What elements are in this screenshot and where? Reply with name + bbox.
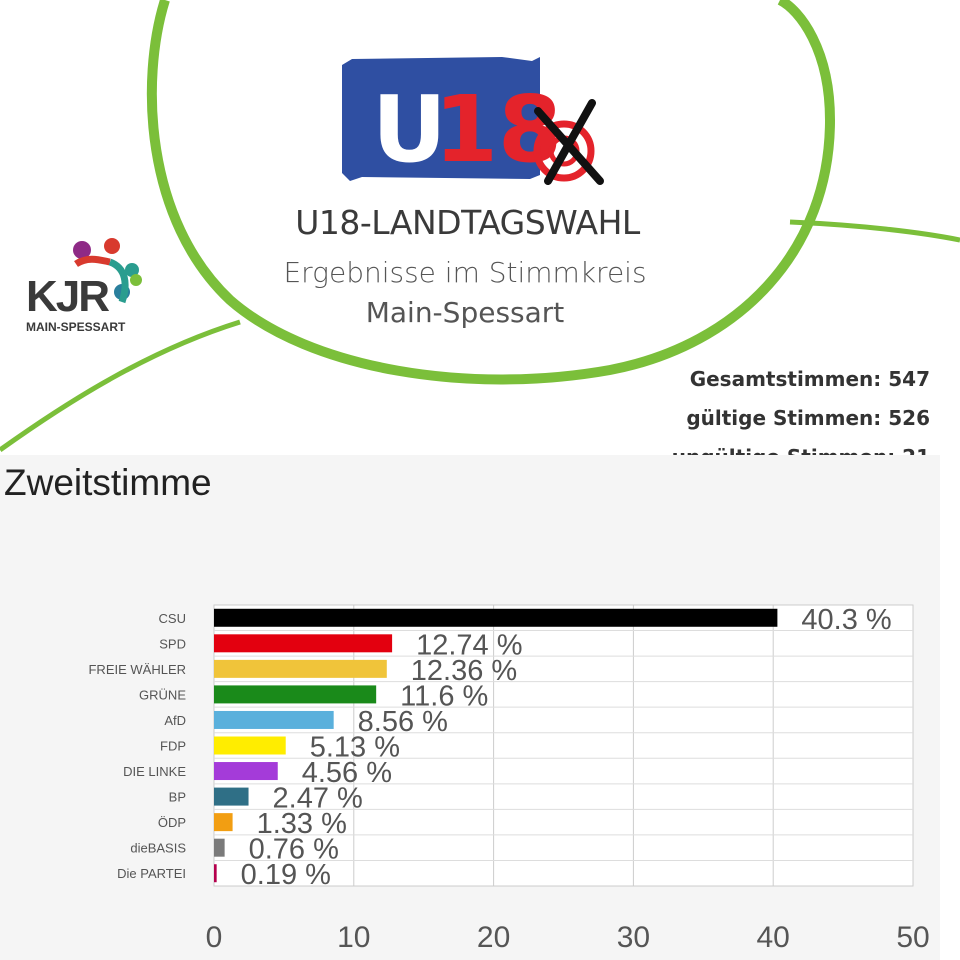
total-votes: Gesamtstimmen: 547 xyxy=(689,367,930,391)
bar-chart: 0 10 20 30 40 50 CSU 40.3 % SPD 12.74 % FREIE WÄHL… xyxy=(88,604,929,954)
kjr-region: MAIN-SPESSART xyxy=(26,320,126,334)
kjr-people-logo-icon xyxy=(73,238,142,304)
page-title: U18-LANDTAGSWAHL xyxy=(295,203,640,242)
data-label: 4.56 % xyxy=(302,757,392,789)
data-label: 0.19 % xyxy=(241,859,331,891)
category-label: dieBASIS xyxy=(130,841,186,856)
x-tick-label: 40 xyxy=(757,921,790,954)
bar-fdp xyxy=(214,736,286,755)
left-curve-line xyxy=(0,319,241,453)
x-tick-label: 50 xyxy=(896,921,929,954)
data-label: 8.56 % xyxy=(358,706,448,738)
bar-die-linke xyxy=(214,762,278,781)
bar-bp xyxy=(214,787,249,806)
category-label: FDP xyxy=(160,739,186,754)
ballot-circle-icon xyxy=(533,120,595,182)
x-tick-label: 0 xyxy=(206,921,223,954)
data-label: 1.33 % xyxy=(257,808,347,840)
u18-logo-u: U xyxy=(372,76,447,183)
bar-grüne xyxy=(214,685,377,704)
data-label: 5.13 % xyxy=(310,732,400,764)
category-label: FREIE WÄHLER xyxy=(88,662,186,677)
category-label: ÖDP xyxy=(158,815,186,830)
chart-title: Zweitstimme xyxy=(4,462,212,503)
data-label: 0.76 % xyxy=(249,834,339,866)
category-label: DIE LINKE xyxy=(123,764,186,779)
right-curve-line xyxy=(789,219,960,243)
u18-logo: U 18 xyxy=(342,57,604,185)
valid-votes: gültige Stimmen: 526 xyxy=(686,406,930,430)
bar-die-partei xyxy=(214,864,217,883)
x-tick-label: 10 xyxy=(337,921,370,954)
category-label: BP xyxy=(169,790,186,805)
bar-afd xyxy=(214,710,334,729)
category-label: AfD xyxy=(164,713,186,728)
bar-ödp xyxy=(214,813,233,832)
data-label: 40.3 % xyxy=(801,604,891,636)
speech-bubble-outline xyxy=(146,0,836,385)
category-label: GRÜNE xyxy=(139,687,186,702)
kjr-logo-text: KJR xyxy=(26,272,110,321)
page-subtitle-line1: Ergebnisse im Stimmkreis xyxy=(283,256,647,289)
ballot-cross-icon xyxy=(534,99,604,185)
bar-csu xyxy=(214,608,778,627)
x-tick-label: 30 xyxy=(617,921,650,954)
page-subtitle-line2: Main-Spessart xyxy=(365,296,565,329)
u18-logo-background xyxy=(342,57,540,181)
x-tick-label: 20 xyxy=(477,921,510,954)
category-label: Die PARTEI xyxy=(117,866,186,881)
bar-freie-wähler xyxy=(214,659,387,678)
category-label: CSU xyxy=(159,611,186,626)
bar-spd xyxy=(214,634,393,653)
data-label: 2.47 % xyxy=(273,783,363,815)
bar-diebasis xyxy=(214,838,225,857)
data-label: 11.6 % xyxy=(400,680,488,712)
category-label: SPD xyxy=(159,636,186,651)
data-label: 12.74 % xyxy=(416,629,522,661)
data-label: 12.36 % xyxy=(411,655,517,687)
